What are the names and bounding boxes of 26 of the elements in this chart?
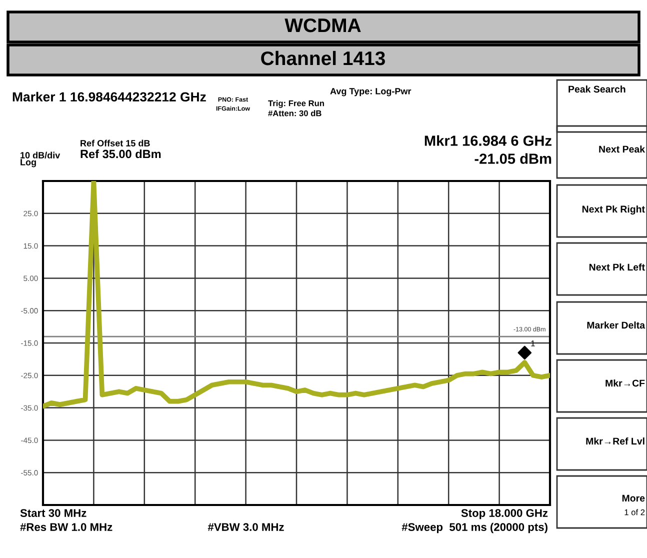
text: #Sweep 501 ms (20000 pts) (402, 522, 548, 534)
text: Trig: Free Run (268, 100, 324, 108)
text: Peak Search (568, 85, 626, 93)
text: Ref 35.00 dBm (80, 150, 161, 158)
text: #Atten: 30 dB (268, 110, 322, 116)
chart-title: WCDMA (284, 18, 361, 32)
text: Stop 18.000 GHz (461, 509, 548, 520)
text: Log (20, 159, 36, 168)
text: 1 of 2 (624, 509, 645, 516)
text: Next Pk Right (582, 205, 645, 215)
text: -21.05 dBm (474, 153, 552, 164)
text: 10 dB/div (20, 152, 60, 159)
text: #VBW 3.0 MHz (208, 523, 284, 531)
text: Marker Delta (587, 321, 646, 329)
text: More (622, 494, 645, 502)
text: Avg Type: Log-Pwr (330, 88, 412, 96)
text: #Res BW 1.0 MHz (20, 523, 112, 531)
chart-subtitle: Channel 1413 (261, 50, 385, 66)
text: Ref Offset 15 dB (80, 140, 150, 146)
text: Next Peak (599, 145, 646, 153)
text: Mkr→CF (606, 379, 645, 387)
text: Start 30 MHz (20, 509, 86, 517)
text: Marker 1 16.984644232212 GHz (12, 92, 206, 102)
text: Mkr1 16.984 6 GHz (424, 135, 552, 146)
text: Mkr→Ref Lvl (586, 437, 644, 445)
text: Next Pk Left (589, 263, 645, 271)
